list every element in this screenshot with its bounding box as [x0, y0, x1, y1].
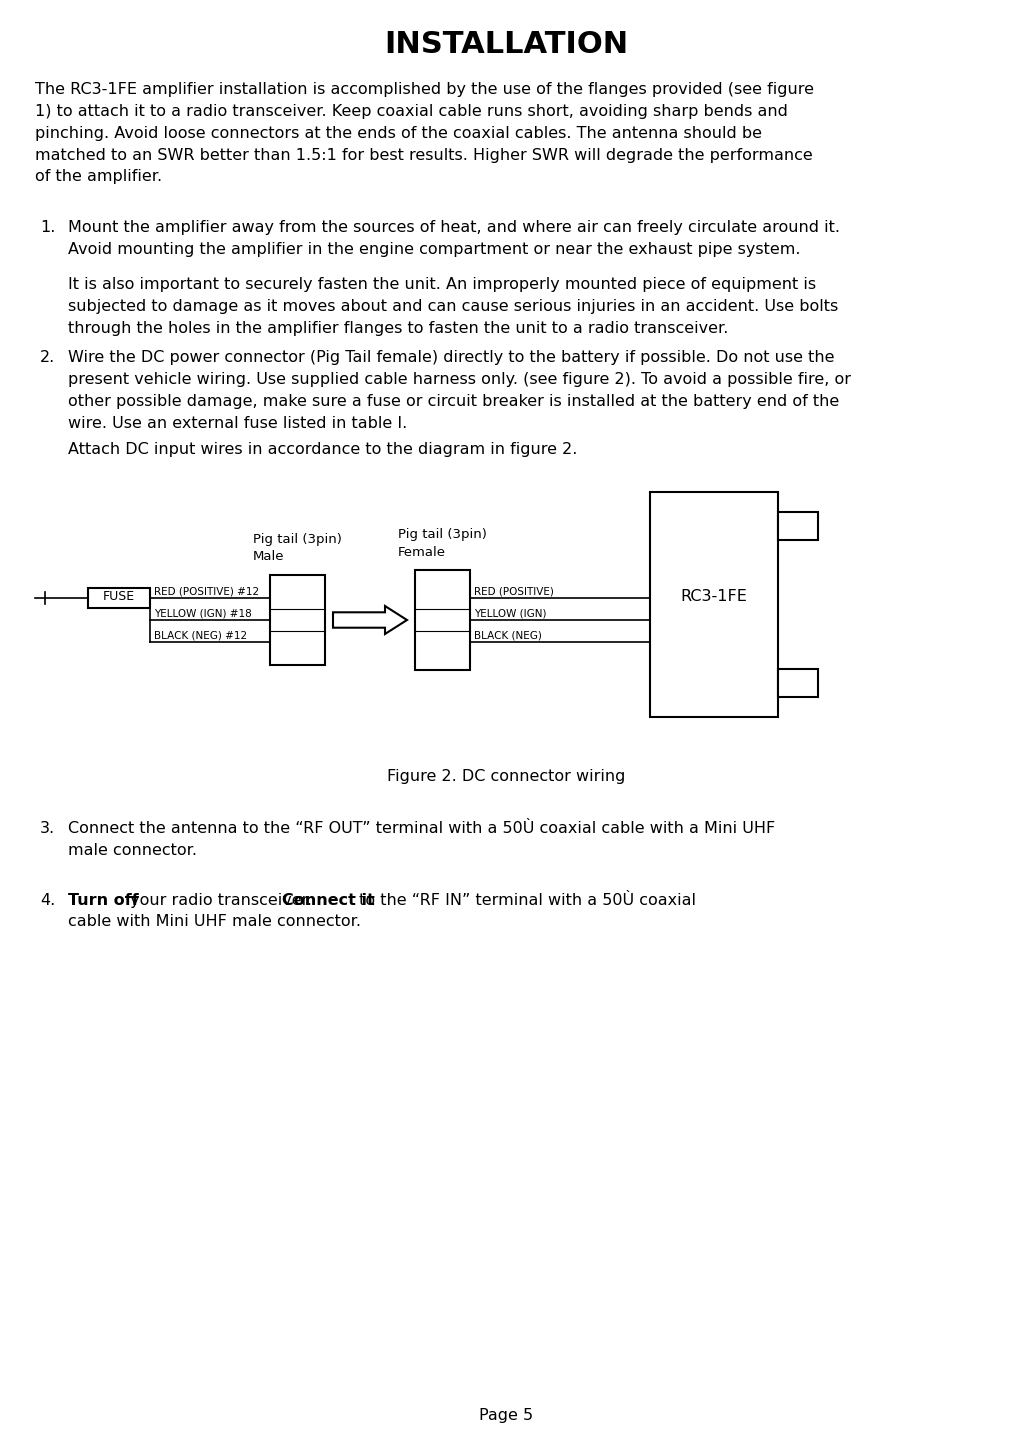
Text: BLACK (NEG) #12: BLACK (NEG) #12 — [154, 631, 247, 642]
Text: Connect the antenna to the “RF OUT” terminal with a 50Ù coaxial cable with a Min: Connect the antenna to the “RF OUT” term… — [68, 821, 774, 858]
Text: Wire the DC power connector (Pig Tail female) directly to the battery if possibl: Wire the DC power connector (Pig Tail fe… — [68, 350, 850, 431]
Bar — [649, 491, 777, 717]
Text: to the “RF IN” terminal with a 50Ù coaxial: to the “RF IN” terminal with a 50Ù coaxi… — [354, 893, 696, 907]
Text: FUSE: FUSE — [103, 591, 134, 604]
Text: Attach DC input wires in accordance to the diagram in figure 2.: Attach DC input wires in accordance to t… — [68, 442, 577, 457]
Text: BLACK (NEG): BLACK (NEG) — [473, 631, 541, 642]
Text: Mount the amplifier away from the sources of heat, and where air can freely circ: Mount the amplifier away from the source… — [68, 220, 839, 257]
Text: 1.: 1. — [40, 220, 56, 236]
FancyArrow shape — [333, 605, 406, 634]
Bar — [88, 588, 150, 608]
Text: RED (POSITIVE) #12: RED (POSITIVE) #12 — [154, 587, 259, 597]
Text: Figure 2. DC connector wiring: Figure 2. DC connector wiring — [386, 769, 625, 785]
Text: YELLOW (IGN) #18: YELLOW (IGN) #18 — [154, 608, 252, 618]
Text: 4.: 4. — [40, 893, 56, 907]
Text: Connect it: Connect it — [282, 893, 374, 907]
Bar — [415, 569, 469, 670]
Bar — [777, 669, 817, 696]
Text: RED (POSITIVE): RED (POSITIVE) — [473, 587, 553, 597]
Text: 3.: 3. — [40, 821, 55, 837]
Text: INSTALLATION: INSTALLATION — [383, 30, 628, 59]
Text: Turn off: Turn off — [68, 893, 139, 907]
Bar — [777, 512, 817, 540]
Text: RC3-1FE: RC3-1FE — [679, 590, 747, 604]
Text: 2.: 2. — [40, 350, 56, 366]
Text: The RC3-1FE amplifier installation is accomplished by the use of the flanges pro: The RC3-1FE amplifier installation is ac… — [35, 82, 813, 185]
Text: your radio transceiver.: your radio transceiver. — [125, 893, 316, 907]
Text: YELLOW (IGN): YELLOW (IGN) — [473, 608, 546, 618]
Text: Pig tail (3pin)
Female: Pig tail (3pin) Female — [397, 527, 486, 559]
Text: Pig tail (3pin)
Male: Pig tail (3pin) Male — [253, 533, 342, 564]
Text: cable with Mini UHF male connector.: cable with Mini UHF male connector. — [68, 915, 361, 929]
Text: Page 5: Page 5 — [478, 1407, 533, 1423]
Text: It is also important to securely fasten the unit. An improperly mounted piece of: It is also important to securely fasten … — [68, 277, 837, 335]
Bar — [270, 575, 325, 665]
